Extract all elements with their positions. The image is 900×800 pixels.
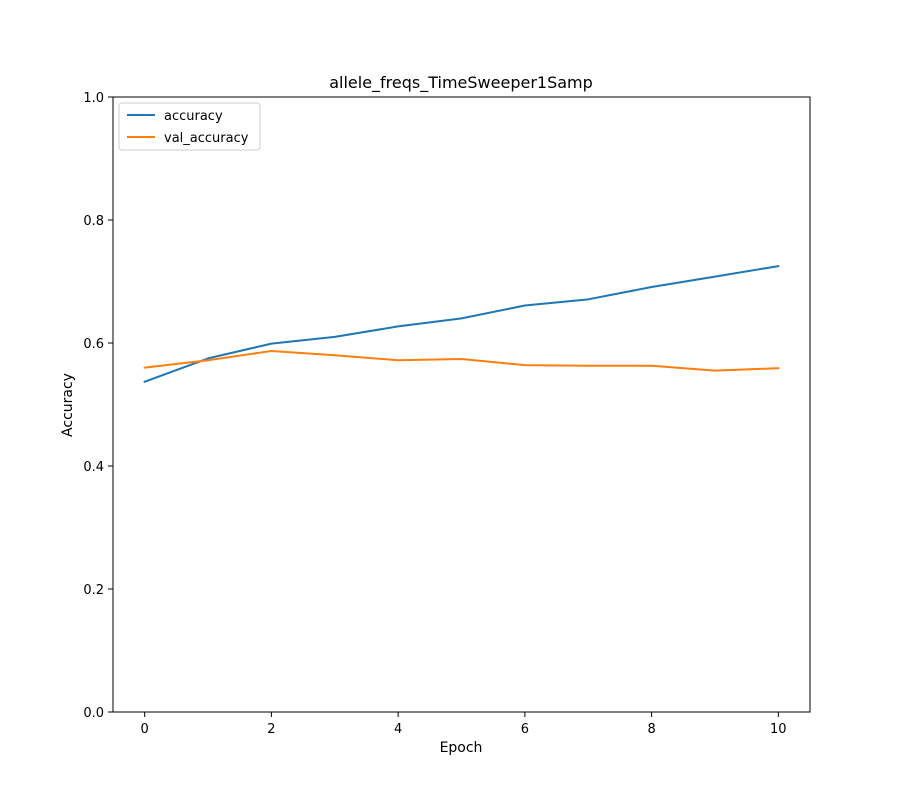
chart-title: allele_freqs_TimeSweeper1Samp — [329, 73, 593, 93]
y-tick-label: 0.2 — [83, 583, 104, 598]
y-tick-label: 0.4 — [83, 460, 104, 475]
y-tick-label: 0.0 — [83, 706, 104, 721]
y-tick-label: 1.0 — [83, 91, 104, 106]
x-tick-label: 8 — [647, 722, 655, 737]
x-tick-label: 2 — [267, 722, 275, 737]
x-tick-label: 0 — [141, 722, 149, 737]
x-tick-label: 6 — [521, 722, 529, 737]
x-axis-label: Epoch — [440, 740, 483, 756]
y-tick-label: 0.8 — [83, 214, 104, 229]
x-tick-label: 10 — [770, 722, 787, 737]
axes-frame — [112, 96, 811, 713]
x-tick-label: 4 — [394, 722, 402, 737]
y-axis-label: Accuracy — [60, 373, 76, 437]
y-tick-label: 0.6 — [83, 337, 104, 352]
plot-area: 0 2 4 6 8 10 0.0 0.2 0.4 0.6 0.8 1.0 accuracy val_acc… — [83, 91, 811, 737]
legend-label-accuracy: accuracy — [164, 109, 223, 124]
series-line-val-accuracy — [143, 350, 780, 372]
legend-label-val-accuracy: val_accuracy — [164, 131, 249, 146]
series-line-accuracy — [143, 264, 780, 384]
